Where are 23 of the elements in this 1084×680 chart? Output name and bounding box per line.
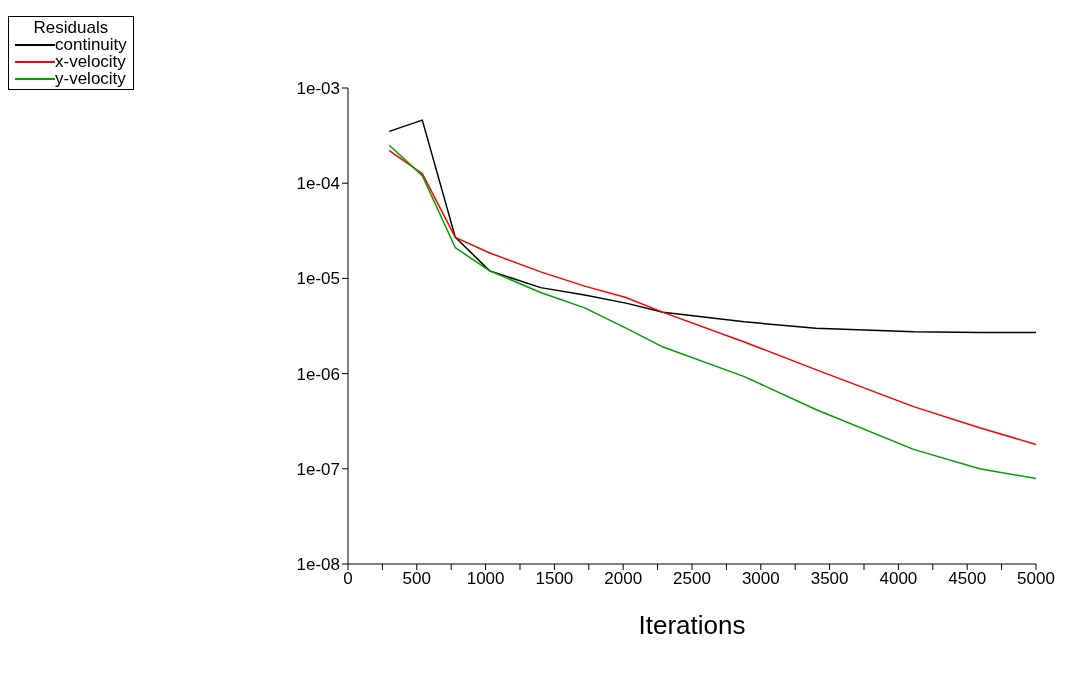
x-tick-label: 4500	[948, 569, 987, 589]
legend-title: Residuals	[32, 18, 110, 37]
y-tick-label: 1e-04	[296, 174, 340, 194]
y-tick-label: 1e-03	[296, 79, 340, 99]
x-tick-label: 2000	[604, 569, 643, 589]
x-tick-label: 5000	[1017, 569, 1055, 589]
x-tick-label: 4000	[879, 569, 918, 589]
x-tick-label: 1000	[466, 569, 505, 589]
y-tick-label: 1e-05	[296, 269, 340, 289]
y-tick-label: 1e-07	[296, 459, 340, 479]
x-tick-label: 3500	[810, 569, 849, 589]
y-tick-label: 1e-08	[296, 555, 340, 575]
x-tick-label: 3000	[741, 569, 780, 589]
x-tick-label: 1500	[535, 569, 574, 589]
x-tick-label: 0	[343, 569, 353, 589]
x-tick-label: 500	[402, 569, 431, 589]
x-tick-label: 2500	[673, 569, 711, 589]
line-series	[388, 119, 1036, 334]
legend-label: y-velocity	[55, 69, 126, 88]
legend-label: continuity	[55, 35, 127, 54]
y-tick-label: 1e-06	[296, 364, 340, 384]
legend-label: x-velocity	[55, 52, 126, 71]
x-axis-title: Iterations	[638, 610, 746, 640]
